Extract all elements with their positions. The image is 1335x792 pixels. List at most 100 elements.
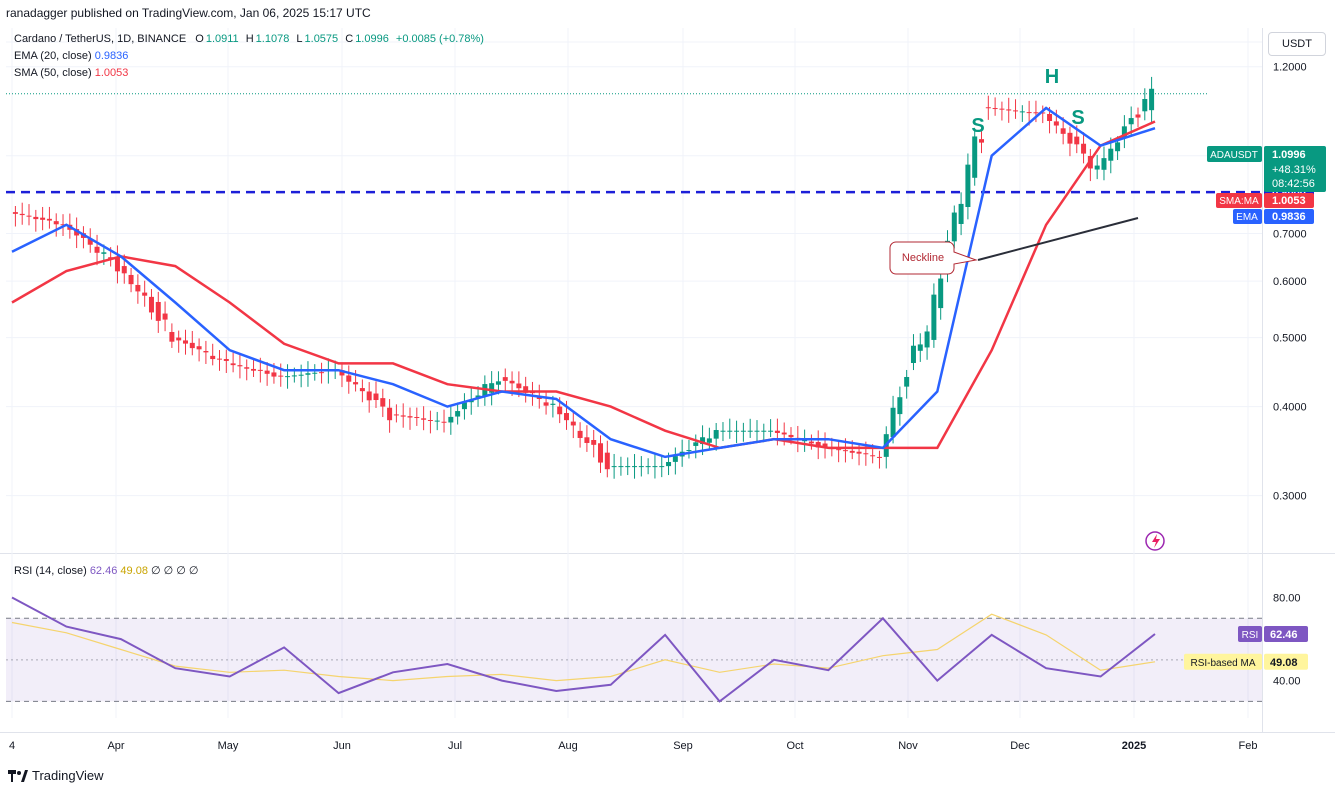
low-value: 1.0575 [304, 33, 339, 45]
candle-body [774, 430, 780, 433]
candle-body [842, 450, 848, 452]
candle-body [176, 337, 182, 341]
neckline-line [977, 217, 1139, 261]
rsi-label: RSI (14, close) [14, 565, 87, 577]
open-value: 1.0911 [205, 33, 239, 45]
candle-body [557, 406, 563, 415]
low-label: L [296, 33, 303, 45]
high-value: 1.1078 [255, 33, 290, 45]
rsi-ma-tag [1184, 653, 1262, 670]
candle-body [373, 393, 379, 401]
candle-body [87, 238, 93, 245]
rsi-legend[interactable]: RSI (14, close) 62.46 49.08 ∅ ∅ ∅ ∅ [14, 564, 199, 577]
candle-body [121, 266, 127, 274]
ema-legend[interactable]: EMA (20, close) 0.9836 [14, 50, 128, 62]
price-tick-label: 0.4000 [1273, 402, 1307, 414]
candle-body [1053, 121, 1059, 126]
candle-body [802, 440, 808, 442]
candle-body [611, 466, 617, 468]
candle-body [189, 342, 195, 349]
candle-body [808, 441, 814, 444]
tradingview-logo[interactable]: TradingView [8, 768, 104, 783]
rsi-ma-legend-value: 49.08 [120, 565, 148, 577]
right-shoulder-label: S [1071, 107, 1084, 129]
candle-body [992, 108, 998, 110]
price-tick-label: 0.3000 [1273, 491, 1307, 503]
candle-body [836, 449, 842, 451]
candle-body [251, 368, 257, 371]
candle-body [74, 229, 80, 236]
candle-body [128, 274, 134, 285]
price-tick-label: 0.5000 [1273, 333, 1307, 345]
close-label: C [345, 33, 354, 45]
candle-body [257, 369, 263, 371]
candle-body [727, 430, 733, 432]
sma-value: 1.0053 [94, 67, 129, 79]
candle-body [114, 257, 120, 272]
candle-body [182, 340, 188, 344]
candle-body [822, 443, 828, 447]
ema-tag [1233, 209, 1262, 224]
candle-body [713, 430, 719, 439]
open-label: O [195, 33, 204, 45]
candle-body [904, 376, 910, 387]
candle-body [761, 430, 767, 432]
ema-tag-label: EMA [1236, 212, 1258, 223]
currency-button[interactable]: USDT [1268, 32, 1326, 56]
candle-body [271, 372, 277, 377]
candle-body [1040, 112, 1046, 114]
candle-body [448, 416, 454, 423]
candle-body [618, 466, 624, 468]
candle-body [1013, 110, 1019, 112]
candle-body [979, 139, 985, 143]
candle-body [407, 416, 413, 418]
time-tick-label: 2025 [1122, 740, 1146, 752]
candle-body [1060, 128, 1066, 134]
candle-body [461, 402, 467, 410]
candle-body [264, 370, 270, 374]
candle-body [421, 418, 427, 420]
candle-body [958, 203, 964, 224]
rsi-tick-label: 80.00 [1273, 593, 1301, 605]
last-price-box [1264, 146, 1326, 192]
candle-body [632, 466, 638, 468]
candle-body [489, 383, 495, 393]
candle-body [972, 136, 978, 178]
candle-body [666, 461, 672, 467]
tradingview-icon [8, 769, 28, 782]
candle-body [700, 437, 706, 445]
candle-body [427, 420, 433, 422]
time-tick-label: Apr [107, 740, 124, 752]
left-shoulder-label: S [971, 115, 984, 137]
candle-body [339, 370, 345, 376]
candle-body [577, 430, 583, 438]
candle-body [319, 372, 325, 374]
candle-body [652, 466, 658, 468]
candle-body [523, 386, 529, 393]
candle-body [768, 430, 774, 432]
sma-legend[interactable]: SMA (50, close) 1.0053 [14, 67, 128, 79]
candle-body [502, 377, 508, 381]
close-value: 1.0996 [355, 33, 389, 45]
candle-body [1121, 126, 1127, 139]
candle-body [672, 456, 678, 462]
rsi-value-box [1264, 625, 1308, 642]
candle-body [693, 442, 699, 446]
rsi-legend-value: 62.46 [89, 565, 118, 577]
candle-body [781, 432, 787, 435]
rsi-value-label: 62.46 [1270, 629, 1298, 641]
rsi-extra-values: ∅ ∅ ∅ ∅ [151, 565, 199, 577]
time-tick-label: Dec [1010, 740, 1030, 752]
candle-body [1067, 132, 1073, 144]
candle-body [550, 403, 556, 405]
candle-body [849, 450, 855, 453]
candle-body [148, 296, 154, 313]
candle-body [1128, 118, 1134, 125]
time-tick-label: Jul [448, 740, 462, 752]
candle-body [754, 430, 760, 432]
candle-body [788, 434, 794, 438]
candle-body [686, 450, 692, 452]
change-value: +0.0085 (+0.78%) [395, 33, 484, 45]
candle-body [897, 397, 903, 415]
